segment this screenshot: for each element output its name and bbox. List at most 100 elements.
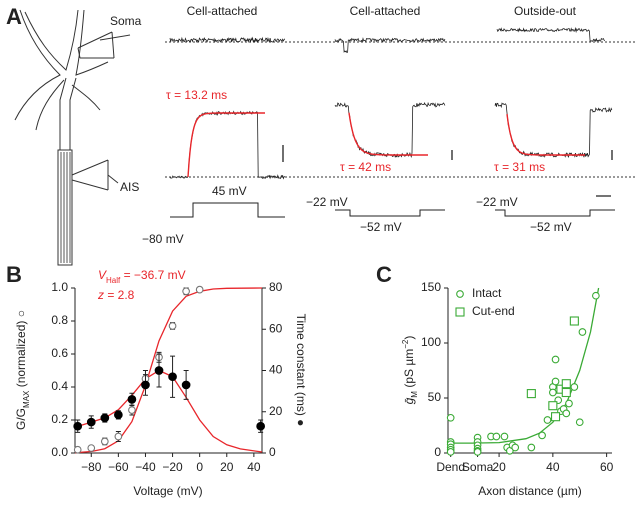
- data-point: [575, 418, 584, 427]
- step-label: −22 mV: [306, 195, 348, 209]
- legend-label: Cut-end: [472, 304, 515, 318]
- y2-axis-label: Time constant (ms) ●: [294, 314, 308, 427]
- step-label: −22 mV: [476, 195, 518, 209]
- fit-curve: [187, 112, 265, 178]
- data-point: [526, 389, 536, 399]
- x-axis-label: Voltage (mV): [133, 484, 202, 498]
- panel-label: B: [6, 262, 22, 287]
- x-tick-label: −60: [108, 460, 129, 474]
- data-point: [565, 399, 573, 408]
- y-tick-label: 50: [428, 390, 442, 404]
- data-point: [569, 316, 579, 326]
- data-point: [551, 377, 560, 386]
- trace: [169, 110, 286, 180]
- x-tick-label: Soma: [462, 460, 494, 474]
- data-point: [168, 322, 177, 330]
- data-point: [114, 432, 123, 441]
- label-part: MAX: [22, 390, 31, 408]
- data-point: [100, 413, 110, 423]
- label-part: ): [402, 336, 416, 340]
- x-tick-label: 40: [247, 460, 261, 474]
- tau-label: τ = 42 ms: [340, 160, 391, 174]
- data-point: [446, 413, 455, 422]
- annotation-part: Half: [106, 276, 121, 285]
- y2-tick-label: 60: [269, 321, 283, 335]
- scale-bars: [282, 145, 613, 197]
- data-point: [549, 388, 557, 397]
- annotation-part: z: [97, 288, 104, 302]
- legend-marker: [456, 290, 464, 298]
- y2-tick-label: 0: [269, 445, 276, 459]
- y-tick-label: 0.0: [51, 445, 68, 459]
- annotation: VHalf = −36.7 mV: [98, 268, 186, 284]
- x-tick-label: 20: [492, 460, 506, 474]
- column-title: Outside-out: [514, 4, 577, 18]
- data-point: [562, 409, 571, 418]
- fit-line: [74, 287, 263, 454]
- label-part: ḡ: [402, 397, 416, 404]
- ais-label: AIS: [120, 180, 139, 194]
- data-point: [578, 328, 587, 336]
- data-point: [128, 406, 136, 414]
- y-tick-label: 150: [421, 280, 441, 294]
- data-point: [73, 445, 82, 454]
- panel-label: A: [6, 4, 22, 29]
- label-part: G/G: [14, 408, 28, 430]
- step-label: −80 mV: [142, 232, 184, 246]
- fit-curve: [348, 112, 428, 156]
- y-tick-label: 0.6: [51, 346, 68, 360]
- trace: [169, 36, 286, 44]
- protocols: [170, 202, 615, 218]
- label-part: M: [410, 391, 419, 398]
- trace: [496, 26, 606, 43]
- y-tick-label: 0: [434, 445, 441, 459]
- x-tick-label: −20: [162, 460, 183, 474]
- annotation-part: = −36.7 mV: [120, 268, 185, 282]
- data-point: [154, 366, 164, 375]
- data-point: [182, 287, 190, 296]
- y-tick-label: 1.0: [51, 280, 68, 294]
- data-point: [543, 416, 552, 424]
- data-point: [127, 395, 137, 404]
- data-point: [570, 383, 579, 391]
- y-axis-label: G/GMAX (normalized) ○: [14, 310, 30, 430]
- y-tick-label: 0.8: [51, 313, 68, 327]
- fit-line: [450, 287, 600, 444]
- x-tick-label: Dend: [436, 460, 465, 474]
- x-tick-label: 0: [196, 460, 203, 474]
- data-point: [548, 401, 558, 411]
- x-tick-label: 40: [546, 460, 560, 474]
- data-point: [446, 448, 455, 456]
- data-point: [561, 387, 571, 398]
- y-tick-label: 0.2: [51, 412, 68, 426]
- data-point: [100, 437, 109, 446]
- column-title: Cell-attached: [187, 4, 258, 18]
- data-point: [561, 379, 571, 389]
- data-point: [168, 372, 177, 382]
- data-point: [550, 412, 561, 422]
- label-part: −2: [401, 339, 410, 349]
- annotation-part: = 2.8: [104, 288, 135, 302]
- data-point: [500, 432, 509, 441]
- trace: [494, 102, 613, 158]
- data-point: [511, 443, 520, 452]
- neuron: [14, 9, 131, 266]
- data-point: [114, 410, 123, 420]
- tau-label: τ = 31 ms: [494, 160, 545, 174]
- x-tick-label: −40: [135, 460, 156, 474]
- x-axis-label: Axon distance (µm): [478, 484, 582, 498]
- legend-label: Intact: [472, 286, 502, 300]
- step-label: −52 mV: [530, 220, 572, 234]
- x-tick-label: −80: [81, 460, 102, 474]
- y2-tick-label: 40: [269, 363, 283, 377]
- step-label: −52 mV: [360, 220, 402, 234]
- data-point: [87, 444, 96, 452]
- data-point: [551, 355, 560, 364]
- data-point: [538, 431, 546, 440]
- data-point: [73, 421, 83, 431]
- data-point: [86, 417, 96, 427]
- label-part: (normalized) ○: [14, 310, 28, 391]
- data-point: [527, 443, 536, 452]
- y2-tick-label: 80: [269, 280, 283, 294]
